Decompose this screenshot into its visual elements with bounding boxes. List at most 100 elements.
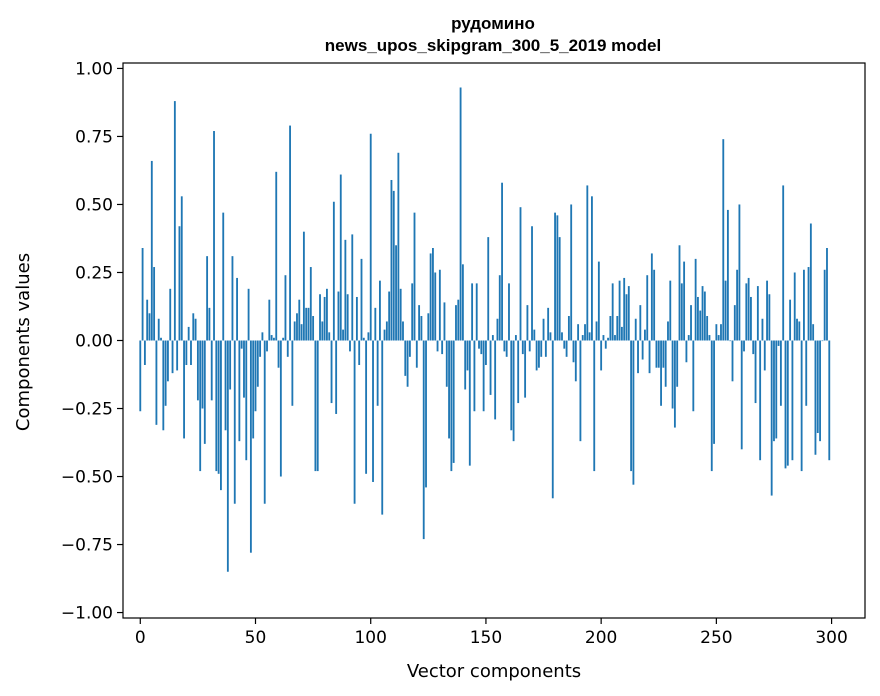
bar-154	[494, 340, 497, 420]
bar-207	[616, 316, 619, 341]
bar-163	[514, 335, 517, 341]
bar-0	[139, 340, 142, 412]
x-axis-ticks: 0 50 100 150 200 250 300	[135, 618, 848, 648]
bar-224	[655, 340, 658, 368]
bar-275	[773, 340, 775, 442]
bar-38	[226, 340, 229, 572]
bar-277	[777, 340, 780, 346]
bar-64	[286, 340, 289, 357]
bar-199	[597, 261, 600, 341]
bar-206	[614, 335, 616, 341]
bar-80	[323, 296, 326, 341]
bar-240	[692, 340, 695, 412]
y-axis-label: Components values	[13, 253, 34, 431]
bar-228	[664, 340, 667, 387]
bar-180	[554, 212, 556, 341]
bar-155	[496, 318, 499, 341]
bar-91	[349, 340, 351, 352]
bar-216	[637, 340, 639, 374]
bar-296	[821, 340, 824, 342]
bar-267	[754, 340, 757, 404]
bar-162	[512, 340, 515, 442]
bar-50	[254, 340, 257, 412]
bar-73	[307, 307, 310, 341]
x-tick-label: 200	[585, 628, 617, 648]
bar-268	[756, 286, 759, 341]
bar-54	[263, 340, 266, 504]
bar-70	[300, 324, 303, 341]
bar-130	[438, 269, 441, 341]
bar-168	[526, 305, 529, 341]
chart-subtitle: news_upos_skipgram_300_5_2019 model	[325, 36, 661, 55]
bar-44	[240, 340, 243, 349]
y-tick-label: 0.50	[75, 195, 113, 215]
bar-22	[190, 340, 192, 365]
bar-27	[201, 340, 204, 409]
y-tick-label: 0.00	[75, 332, 113, 352]
bar-104	[379, 280, 381, 341]
bar-210	[623, 277, 626, 341]
bar-32	[213, 131, 215, 341]
bar-241	[694, 258, 697, 341]
bar-164	[517, 340, 520, 404]
bar-170	[531, 226, 533, 341]
bar-10	[162, 340, 165, 431]
bar-270	[761, 318, 764, 341]
bar-147	[478, 340, 480, 349]
x-axis-label: Vector components	[407, 661, 581, 682]
bar-151	[487, 237, 490, 341]
bar-245	[703, 291, 706, 341]
bar-35	[220, 340, 222, 491]
bar-266	[752, 340, 755, 355]
bar-82	[328, 332, 331, 341]
bar-209	[620, 326, 623, 341]
bar-235	[680, 283, 683, 341]
bar-251	[717, 335, 720, 341]
bar-145	[473, 340, 476, 412]
bar-25	[196, 340, 199, 401]
bar-215	[634, 318, 637, 341]
bar-153	[491, 335, 494, 341]
bar-260	[738, 204, 741, 341]
bar-48	[249, 340, 252, 553]
bar-15	[173, 101, 176, 341]
bar-13	[169, 288, 172, 341]
bar-152	[489, 340, 492, 395]
bar-259	[736, 269, 739, 341]
bar-175	[542, 318, 545, 341]
bar-6	[153, 267, 156, 341]
bar-136	[452, 340, 455, 463]
bar-16	[176, 340, 179, 371]
bar-149	[482, 340, 485, 412]
bar-219	[644, 329, 646, 341]
x-tick-label: 300	[815, 628, 847, 648]
bar-129	[436, 340, 439, 352]
bar-74	[309, 267, 312, 341]
y-tick-label: 0.25	[75, 263, 113, 283]
bar-252	[720, 324, 722, 341]
bar-234	[678, 245, 681, 341]
bar-202	[604, 340, 607, 349]
bar-51	[256, 340, 259, 387]
bar-281	[786, 340, 789, 466]
y-tick-label: 0.75	[75, 127, 113, 147]
bar-84	[332, 201, 335, 341]
bar-132	[443, 302, 446, 341]
bar-116	[406, 340, 409, 387]
y-axis-ticks: −1.00 −0.75 −0.50 −0.25 0.00 0.25 0.50 0.75 1.00	[61, 59, 123, 624]
bar-24	[194, 318, 197, 341]
bar-67	[293, 321, 296, 341]
bar-217	[639, 305, 642, 341]
y-tick-label: −0.50	[61, 468, 113, 488]
bar-65	[289, 125, 291, 341]
bar-285	[796, 318, 798, 341]
bar-238	[687, 335, 690, 341]
bar-230	[669, 280, 672, 341]
bar-37	[224, 340, 227, 431]
bar-110	[392, 190, 395, 341]
y-tick-label: −0.75	[61, 536, 113, 556]
bar-124	[425, 340, 427, 488]
bar-140	[461, 264, 464, 341]
bar-68	[296, 313, 298, 341]
bar-261	[740, 340, 743, 450]
